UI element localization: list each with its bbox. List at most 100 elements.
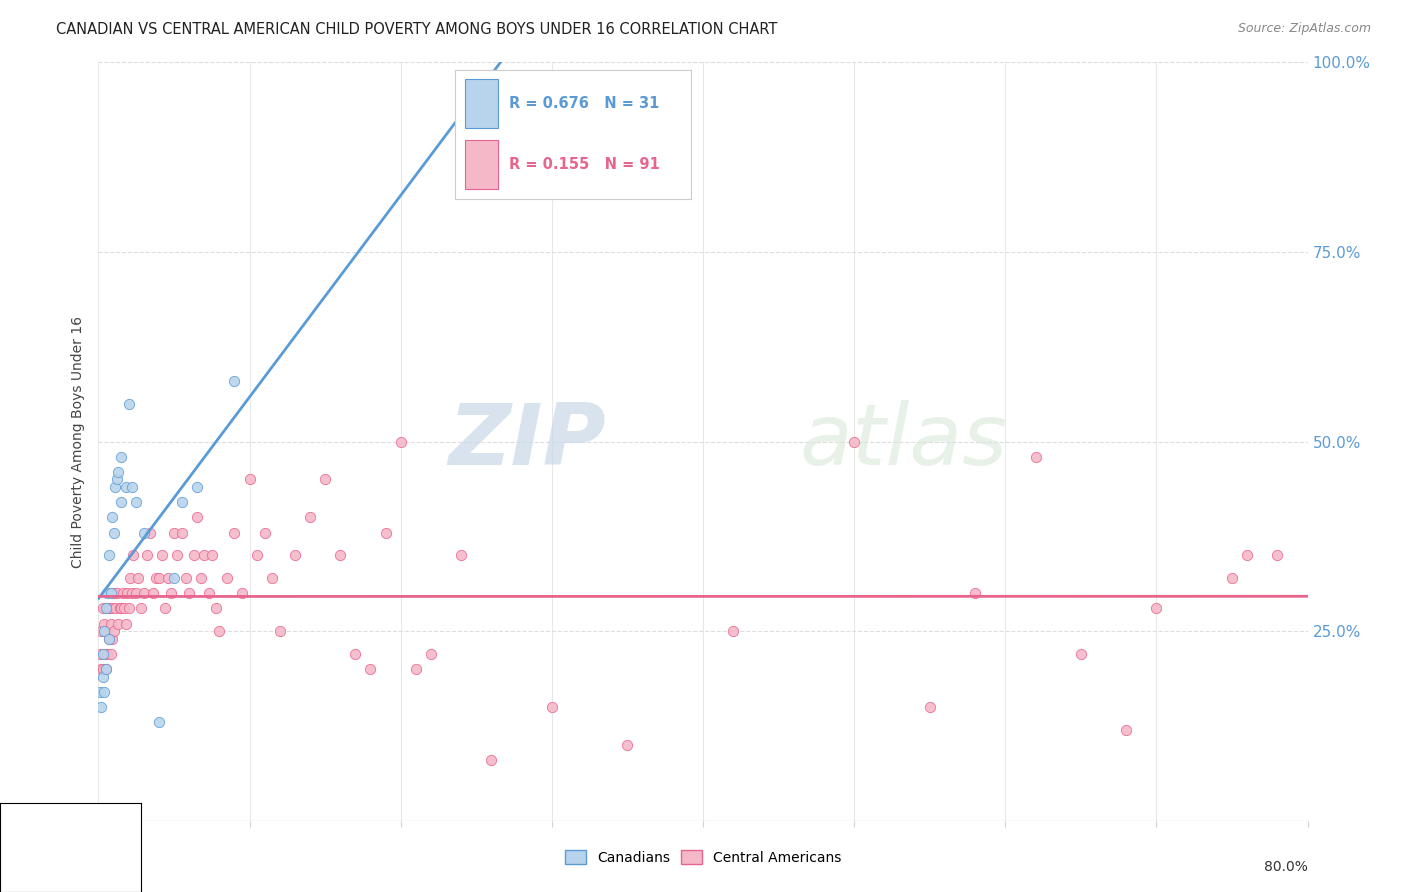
Point (142, 586, 165, 600)
Point (105, 586, 128, 600)
Text: ZIP: ZIP (449, 400, 606, 483)
Point (148, 715, 170, 730)
Point (314, 473, 336, 487)
Point (110, 601, 132, 615)
Point (148, 571, 170, 585)
Point (1236, 548, 1258, 563)
Point (94, 662, 117, 676)
Point (139, 525, 162, 540)
Point (94, 662, 117, 676)
Point (101, 632, 124, 646)
Point (246, 548, 269, 563)
Point (450, 78, 472, 92)
Point (844, 434, 866, 449)
Point (94, 601, 117, 615)
Legend: Canadians, Central Americans: Canadians, Central Americans (560, 845, 846, 871)
Point (127, 571, 149, 585)
Point (93, 647, 115, 661)
Point (114, 480, 136, 494)
Point (540, 699, 562, 714)
Point (160, 586, 183, 600)
Point (118, 396, 141, 410)
Point (193, 548, 215, 563)
Text: atlas: atlas (800, 400, 1008, 483)
Point (111, 586, 134, 600)
Point (121, 586, 143, 600)
Point (405, 662, 427, 676)
Point (269, 624, 291, 639)
Point (1115, 723, 1137, 737)
Point (135, 548, 157, 563)
Point (108, 601, 131, 615)
Point (100, 586, 122, 600)
Point (93, 624, 115, 639)
Point (1070, 647, 1092, 661)
Point (120, 571, 142, 585)
Point (132, 586, 155, 600)
Point (163, 525, 186, 540)
Point (115, 586, 138, 600)
Text: 0.0%: 0.0% (98, 860, 134, 873)
Point (105, 473, 128, 487)
Point (93, 616, 115, 631)
Point (197, 586, 219, 600)
Point (166, 548, 188, 563)
Point (1144, 601, 1167, 615)
Y-axis label: Child Poverty Among Boys Under 16: Child Poverty Among Boys Under 16 (72, 316, 86, 567)
Point (174, 571, 197, 585)
Text: CANADIAN VS CENTRAL AMERICAN CHILD POVERTY AMONG BOYS UNDER 16 CORRELATION CHART: CANADIAN VS CENTRAL AMERICAN CHILD POVER… (56, 22, 778, 37)
Point (103, 624, 125, 639)
Point (201, 548, 224, 563)
Point (186, 480, 208, 494)
Point (110, 495, 132, 509)
Point (156, 571, 179, 585)
Point (495, 78, 517, 92)
Point (723, 624, 745, 639)
Point (103, 586, 125, 600)
Point (190, 571, 212, 585)
Point (118, 601, 141, 615)
Point (224, 374, 246, 388)
Point (103, 525, 125, 540)
Point (94, 624, 117, 639)
Point (299, 510, 322, 524)
Point (100, 647, 122, 661)
Point (89, 647, 111, 661)
Point (163, 571, 186, 585)
Point (104, 480, 127, 494)
Point (121, 480, 143, 494)
Point (1267, 548, 1289, 563)
Point (965, 586, 987, 600)
Point (253, 525, 276, 540)
Point (89, 685, 111, 699)
Point (98, 632, 121, 646)
Point (918, 699, 941, 714)
Point (239, 473, 262, 487)
Point (125, 586, 148, 600)
Point (91, 647, 114, 661)
Point (96, 586, 118, 600)
Point (91, 669, 114, 683)
Text: 80.0%: 80.0% (1264, 860, 1308, 873)
Point (329, 548, 352, 563)
Point (153, 601, 176, 615)
Point (112, 601, 135, 615)
Point (208, 624, 231, 639)
Point (110, 450, 132, 464)
Point (90, 699, 112, 714)
Point (262, 571, 284, 585)
Point (90, 662, 112, 676)
Point (129, 601, 152, 615)
Point (101, 601, 124, 615)
Point (215, 571, 238, 585)
Text: Source: ZipAtlas.com: Source: ZipAtlas.com (1237, 22, 1371, 36)
Point (344, 647, 367, 661)
Point (104, 601, 127, 615)
Point (170, 495, 193, 509)
Point (90, 624, 112, 639)
Point (224, 525, 246, 540)
Point (170, 525, 193, 540)
Point (389, 434, 412, 449)
Point (450, 548, 472, 563)
Point (98, 601, 121, 615)
